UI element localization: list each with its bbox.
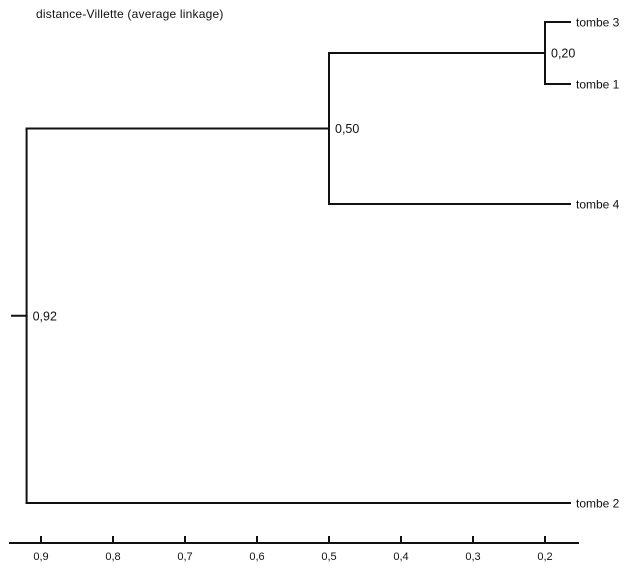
tick-label-0,7: 0,7 [177,551,192,563]
leaf-label-t2: tombe 2 [576,497,620,511]
leaf-label-t4: tombe 4 [576,198,620,212]
merge-label-m2: 0,50 [335,122,359,136]
tick-label-0,8: 0,8 [105,551,120,563]
tick-label-0,4: 0,4 [393,551,408,563]
leaf-label-t3: tombe 3 [576,16,620,30]
tick-label-0,2: 0,2 [537,551,552,563]
tick-label-0,3: 0,3 [465,551,480,563]
merge-label-m1: 0,20 [551,47,575,61]
figure-title: distance-Villette (average linkage) [36,7,224,21]
tick-label-0,6: 0,6 [249,551,264,563]
tick-label-0,9: 0,9 [33,551,48,563]
tick-label-0,5: 0,5 [321,551,336,563]
merge-label-m3: 0,92 [33,309,57,323]
leaf-label-t1: tombe 1 [576,78,620,92]
